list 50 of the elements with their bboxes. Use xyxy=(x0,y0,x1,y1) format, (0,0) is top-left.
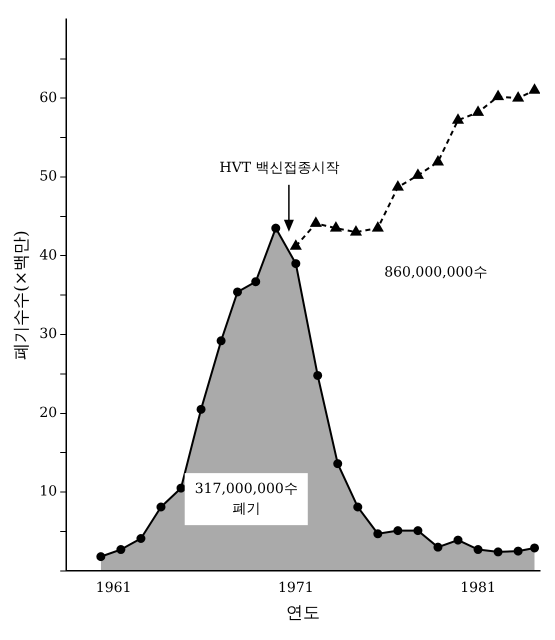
point xyxy=(530,543,540,552)
point xyxy=(393,526,402,536)
y-axis-title: 폐기수수(×백만) xyxy=(12,230,32,360)
point xyxy=(514,546,523,556)
point xyxy=(512,92,524,102)
y-tick-label: 30 xyxy=(39,326,58,342)
x-axis-title: 연도 xyxy=(286,603,320,624)
point xyxy=(291,259,300,268)
point xyxy=(313,370,322,380)
y-tick-label: 40 xyxy=(39,247,58,264)
point xyxy=(290,240,302,250)
point xyxy=(116,545,126,554)
point xyxy=(373,529,382,538)
point xyxy=(433,542,442,552)
point xyxy=(96,552,106,562)
point xyxy=(474,545,483,554)
point xyxy=(196,404,206,414)
point xyxy=(136,534,146,544)
point xyxy=(432,156,444,166)
y-tick-label: 10 xyxy=(39,484,58,500)
point xyxy=(413,526,422,536)
point xyxy=(454,536,462,545)
x-tick-label: 1981 xyxy=(460,580,496,596)
y-tick-label: 60 xyxy=(39,90,58,106)
point xyxy=(492,90,504,100)
point xyxy=(350,226,362,236)
point xyxy=(176,484,186,493)
point xyxy=(472,106,484,116)
point xyxy=(494,547,503,556)
point xyxy=(330,222,342,232)
annotation: 317,000,000수 폐기 xyxy=(194,480,298,517)
point xyxy=(529,84,540,94)
point xyxy=(333,459,342,468)
point xyxy=(412,169,424,179)
point xyxy=(392,181,404,191)
point xyxy=(251,277,260,286)
x-tick-label: 1961 xyxy=(96,580,132,596)
y-tick-label: 50 xyxy=(39,168,58,185)
y-tick-label: 20 xyxy=(39,404,58,421)
point xyxy=(452,114,464,124)
point xyxy=(233,287,242,296)
point xyxy=(156,502,166,512)
point xyxy=(353,502,362,512)
annotation: HVT 백신접종시작 xyxy=(219,160,340,176)
point xyxy=(372,222,384,232)
annotation: 860,000,000수 xyxy=(384,264,488,281)
point xyxy=(216,336,226,346)
point xyxy=(271,224,280,233)
point xyxy=(310,217,322,227)
x-tick-label: 1971 xyxy=(278,580,314,596)
